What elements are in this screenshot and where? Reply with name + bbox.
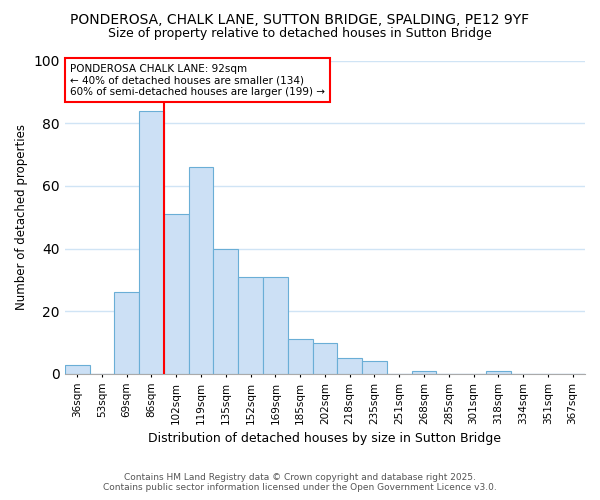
Bar	[214, 248, 238, 374]
Bar	[412, 371, 436, 374]
Bar	[313, 342, 337, 374]
Text: Contains HM Land Registry data © Crown copyright and database right 2025.
Contai: Contains HM Land Registry data © Crown c…	[103, 473, 497, 492]
Bar	[486, 371, 511, 374]
Bar	[337, 358, 362, 374]
Bar	[164, 214, 188, 374]
Bar	[362, 362, 387, 374]
Bar	[139, 110, 164, 374]
Bar	[238, 276, 263, 374]
Bar	[288, 340, 313, 374]
X-axis label: Distribution of detached houses by size in Sutton Bridge: Distribution of detached houses by size …	[148, 432, 502, 445]
Text: Size of property relative to detached houses in Sutton Bridge: Size of property relative to detached ho…	[108, 28, 492, 40]
Bar	[115, 292, 139, 374]
Bar	[65, 364, 89, 374]
Bar	[263, 276, 288, 374]
Text: PONDEROSA CHALK LANE: 92sqm
← 40% of detached houses are smaller (134)
60% of se: PONDEROSA CHALK LANE: 92sqm ← 40% of det…	[70, 64, 325, 97]
Y-axis label: Number of detached properties: Number of detached properties	[15, 124, 28, 310]
Bar	[188, 167, 214, 374]
Text: PONDEROSA, CHALK LANE, SUTTON BRIDGE, SPALDING, PE12 9YF: PONDEROSA, CHALK LANE, SUTTON BRIDGE, SP…	[70, 12, 530, 26]
